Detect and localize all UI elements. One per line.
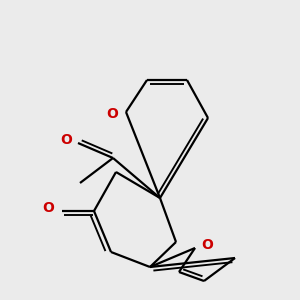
Text: O: O (43, 201, 55, 215)
Text: O: O (201, 238, 213, 252)
Text: O: O (106, 106, 119, 121)
Text: O: O (60, 133, 72, 147)
